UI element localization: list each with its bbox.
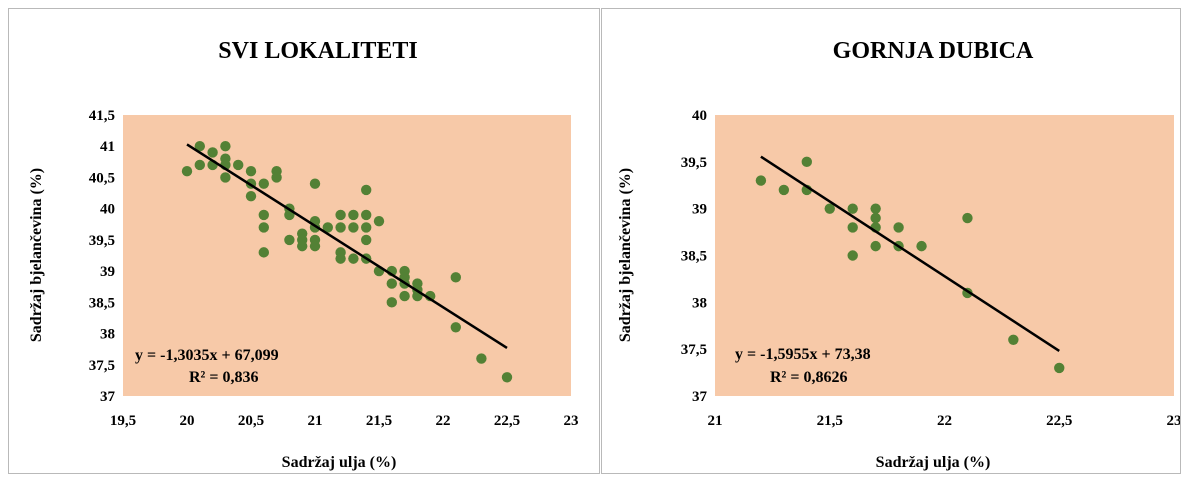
y-tick-label: 37,5 xyxy=(89,358,115,374)
data-point xyxy=(450,322,461,333)
data-point xyxy=(386,297,397,308)
data-point xyxy=(309,178,321,189)
r-squared-label: R² = 0,8626 xyxy=(770,369,847,386)
y-tick-label: 39 xyxy=(692,202,707,218)
data-point xyxy=(778,184,790,196)
y-tick-label: 39,5 xyxy=(681,155,707,171)
data-point xyxy=(181,166,193,177)
x-tick-label: 23 xyxy=(1167,413,1181,429)
data-point xyxy=(476,353,487,364)
trendline-equation: y = -1,3035x + 67,099 xyxy=(135,347,279,364)
data-point xyxy=(297,240,308,252)
x-tick-label: 21,5 xyxy=(366,413,392,429)
data-point xyxy=(361,209,372,221)
data-point xyxy=(916,240,927,252)
data-point xyxy=(348,209,359,221)
data-point xyxy=(194,159,205,171)
x-tick-label: 21 xyxy=(708,413,723,429)
data-point xyxy=(245,190,257,202)
trendline xyxy=(186,143,508,349)
data-point xyxy=(309,240,321,252)
chart-panel-svi-lokaliteti: 37 37,5 38 38,5 39 39,5 40 40,5 41 41,5 19,5 20 20,5… xyxy=(8,8,600,474)
data-point xyxy=(870,203,881,214)
data-point xyxy=(824,203,835,214)
x-tick-label: 21 xyxy=(308,413,323,429)
x-tick-label: 22 xyxy=(436,413,451,429)
data-point xyxy=(847,250,858,261)
y-tick-label: 37 xyxy=(692,389,708,405)
data-point xyxy=(962,212,973,224)
data-point xyxy=(258,178,269,189)
y-tick-label: 37,5 xyxy=(681,342,707,358)
y-tick-label: 41,5 xyxy=(89,108,115,124)
data-point xyxy=(450,272,461,283)
y-tick-label: 39 xyxy=(100,264,115,280)
data-point xyxy=(348,253,359,264)
data-point xyxy=(335,209,346,221)
y-tick-label: 39,5 xyxy=(89,233,115,249)
trendline-equation: y = -1,5955x + 73,38 xyxy=(735,346,871,363)
data-point xyxy=(386,278,397,289)
data-point xyxy=(361,222,372,233)
data-point xyxy=(220,141,231,152)
x-tick-label: 22,5 xyxy=(494,413,520,429)
data-point xyxy=(893,222,904,233)
data-point xyxy=(847,222,858,233)
data-point xyxy=(755,175,767,186)
data-point xyxy=(870,212,881,224)
data-point xyxy=(361,234,372,246)
y-tick-label: 40,5 xyxy=(89,170,115,186)
data-point xyxy=(284,234,295,246)
chart-title: SVI LOKALITETI xyxy=(218,38,417,64)
scatter-chart-svi-lokaliteti: 37 37,5 38 38,5 39 39,5 40 40,5 41 41,5 19,5 20 20,5… xyxy=(28,38,579,471)
y-axis-label: Sadržaj bjelančevina (%) xyxy=(28,168,45,342)
y-axis-label: Sadržaj bjelančevina (%) xyxy=(617,168,634,342)
x-tick-label: 19,5 xyxy=(110,413,136,429)
y-tick-label: 37 xyxy=(100,389,116,405)
data-point xyxy=(245,166,257,177)
x-axis-label: Sadržaj ulja (%) xyxy=(876,454,991,471)
y-tick-label: 38 xyxy=(100,327,115,343)
data-point xyxy=(335,253,346,264)
x-tick-label: 23 xyxy=(564,413,579,429)
y-tick-label: 38,5 xyxy=(681,249,707,265)
data-point xyxy=(1008,334,1019,345)
chart-title: GORNJA DUBICA xyxy=(833,38,1034,64)
data-point xyxy=(1054,362,1065,374)
y-tick-label: 41 xyxy=(100,139,115,155)
data-point xyxy=(258,209,269,221)
data-point xyxy=(220,172,231,183)
x-axis-label: Sadržaj ulja (%) xyxy=(282,454,397,471)
data-point xyxy=(361,184,372,196)
x-tick-label: 22 xyxy=(937,413,952,429)
data-point xyxy=(207,147,218,158)
data-point xyxy=(870,240,881,252)
x-tick-label: 22,5 xyxy=(1046,413,1072,429)
data-point xyxy=(501,372,513,383)
data-point xyxy=(399,290,410,302)
y-tick-label: 40 xyxy=(100,202,115,218)
data-point xyxy=(847,203,858,214)
data-point xyxy=(258,222,269,233)
x-tick-label: 21,5 xyxy=(817,413,843,429)
chart-panel-gornja-dubica: 37 37,5 38 38,5 39 39,5 40 21 21,5 22 22,5 23 GORNJ… xyxy=(601,8,1182,474)
y-tick-label: 38,5 xyxy=(89,295,115,311)
data-point xyxy=(373,215,385,227)
x-tick-label: 20,5 xyxy=(238,413,264,429)
x-tick-label: 20 xyxy=(180,413,195,429)
y-tick-label: 40 xyxy=(692,108,707,124)
data-point xyxy=(194,141,205,152)
data-point xyxy=(322,222,333,233)
y-tick-label: 38 xyxy=(692,295,707,311)
data-point xyxy=(335,222,346,233)
plot-area xyxy=(715,115,1174,396)
scatter-chart-gornja-dubica: 37 37,5 38 38,5 39 39,5 40 21 21,5 22 22,5 23 GORNJ… xyxy=(617,38,1182,471)
data-point xyxy=(233,159,244,171)
data-point xyxy=(801,156,812,168)
data-point xyxy=(271,172,282,183)
trendline xyxy=(760,155,1060,352)
r-squared-label: R² = 0,836 xyxy=(189,369,258,386)
data-point xyxy=(348,222,359,233)
data-point xyxy=(258,247,269,258)
